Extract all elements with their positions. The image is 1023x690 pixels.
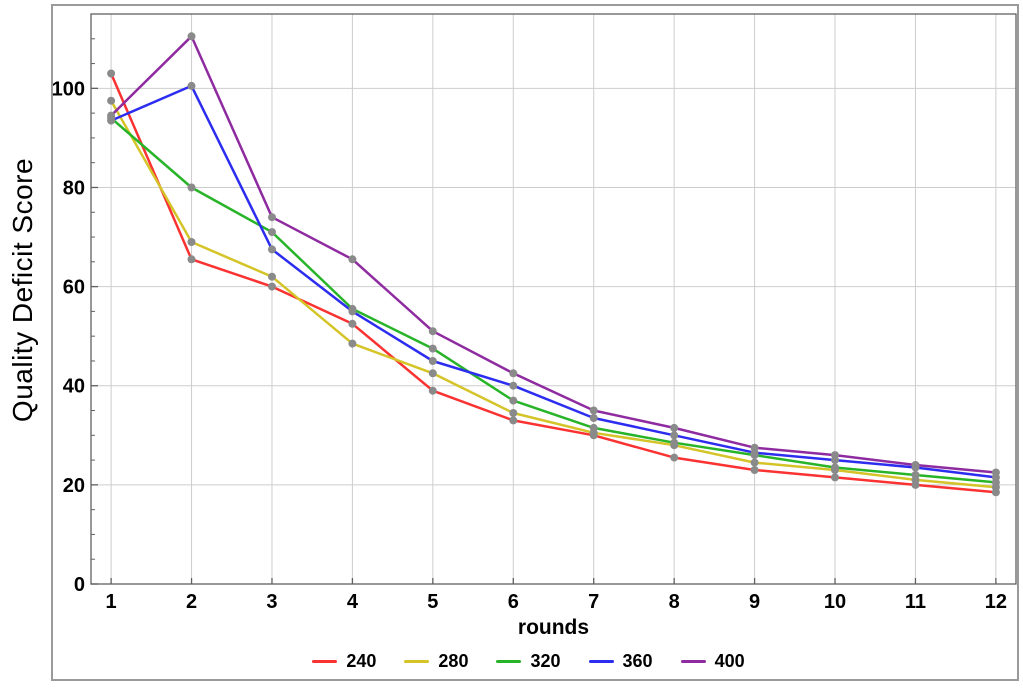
legend-line-icon bbox=[680, 659, 706, 664]
data-point bbox=[268, 272, 276, 281]
data-point bbox=[509, 396, 518, 405]
svg-text:100: 100 bbox=[52, 78, 85, 100]
series-line-360 bbox=[110, 84, 997, 479]
svg-text:60: 60 bbox=[63, 277, 85, 299]
legend-line-icon bbox=[588, 659, 614, 664]
svg-text:5: 5 bbox=[427, 591, 438, 613]
data-point bbox=[428, 369, 437, 378]
series-points-400 bbox=[107, 32, 1000, 477]
svg-text:10: 10 bbox=[824, 591, 846, 613]
svg-text:40: 40 bbox=[63, 376, 85, 398]
svg-text:0: 0 bbox=[74, 574, 85, 596]
svg-text:2: 2 bbox=[186, 591, 197, 613]
x-axis-title: rounds bbox=[517, 616, 590, 639]
data-point bbox=[750, 466, 759, 474]
series-points-320 bbox=[107, 114, 1000, 487]
data-point bbox=[750, 458, 759, 467]
data-point bbox=[589, 423, 598, 432]
data-point bbox=[589, 414, 598, 422]
data-point bbox=[428, 386, 437, 395]
series-points-280 bbox=[107, 96, 1000, 492]
legend-item-320: 320 bbox=[496, 651, 561, 672]
series-line-240 bbox=[109, 73, 997, 494]
data-point bbox=[509, 369, 518, 378]
data-point bbox=[509, 409, 518, 417]
data-point bbox=[187, 81, 196, 90]
data-point bbox=[831, 451, 839, 460]
plot-border-box bbox=[51, 4, 1019, 681]
data-point bbox=[670, 453, 679, 462]
legend-item-400: 400 bbox=[680, 651, 745, 672]
data-point bbox=[911, 461, 920, 469]
series-points-240 bbox=[107, 69, 1000, 497]
data-point bbox=[911, 471, 920, 479]
svg-text:4: 4 bbox=[347, 591, 359, 613]
data-point bbox=[107, 96, 116, 105]
svg-text:8: 8 bbox=[669, 591, 680, 613]
legend-label: 400 bbox=[714, 651, 745, 671]
data-point bbox=[991, 468, 1000, 477]
series-line-400 bbox=[110, 35, 997, 474]
legend-label: 360 bbox=[622, 651, 653, 671]
data-point bbox=[268, 245, 276, 254]
data-point bbox=[428, 344, 437, 353]
data-point bbox=[187, 32, 196, 41]
axis-ticks bbox=[91, 38, 997, 585]
svg-text:7: 7 bbox=[588, 591, 599, 613]
data-point bbox=[509, 416, 518, 425]
data-point bbox=[348, 319, 357, 328]
data-point bbox=[670, 438, 679, 447]
data-point bbox=[428, 327, 437, 336]
data-point bbox=[750, 443, 759, 452]
svg-text:80: 80 bbox=[63, 177, 85, 199]
svg-text:3: 3 bbox=[266, 591, 277, 613]
legend: 240 280 320 360 400 bbox=[66, 651, 991, 672]
legend-line-icon bbox=[404, 659, 430, 664]
svg-text:1: 1 bbox=[106, 591, 117, 613]
data-point bbox=[831, 463, 839, 472]
series-line-280 bbox=[110, 100, 997, 489]
data-point bbox=[268, 282, 276, 291]
legend-line-icon bbox=[496, 659, 522, 664]
data-point bbox=[831, 473, 839, 482]
data-point bbox=[670, 423, 679, 432]
svg-text:11: 11 bbox=[905, 591, 926, 613]
y-tick-labels: 0 20 40 60 80 100 bbox=[52, 78, 85, 596]
legend-label: 280 bbox=[438, 651, 469, 671]
legend-label: 320 bbox=[530, 651, 561, 671]
data-point bbox=[589, 406, 598, 415]
svg-text:9: 9 bbox=[749, 591, 760, 613]
legend-label: 240 bbox=[346, 651, 377, 671]
data-point bbox=[670, 431, 679, 440]
data-point bbox=[348, 255, 357, 264]
legend-item-280: 280 bbox=[404, 651, 468, 672]
data-point bbox=[509, 381, 518, 390]
data-point bbox=[268, 228, 276, 237]
data-point bbox=[348, 339, 357, 348]
x-tick-labels: 1 2 3 4 5 6 7 8 9 10 11 12 bbox=[106, 591, 1007, 613]
series-points-360 bbox=[107, 81, 1000, 482]
gridlines bbox=[91, 14, 1016, 584]
data-point bbox=[187, 238, 196, 246]
legend-line-icon bbox=[312, 659, 338, 664]
plot-frame bbox=[90, 13, 1017, 585]
svg-text:6: 6 bbox=[508, 591, 519, 613]
data-point bbox=[428, 357, 437, 365]
legend-item-240: 240 bbox=[312, 651, 376, 672]
data-point bbox=[107, 111, 116, 120]
legend-item-360: 360 bbox=[588, 651, 653, 672]
svg-text:20: 20 bbox=[63, 475, 85, 497]
data-point bbox=[268, 213, 276, 222]
data-point bbox=[107, 69, 116, 78]
svg-text:12: 12 bbox=[985, 591, 1007, 613]
data-point bbox=[348, 307, 357, 316]
data-point bbox=[187, 183, 196, 192]
data-point bbox=[187, 255, 196, 264]
